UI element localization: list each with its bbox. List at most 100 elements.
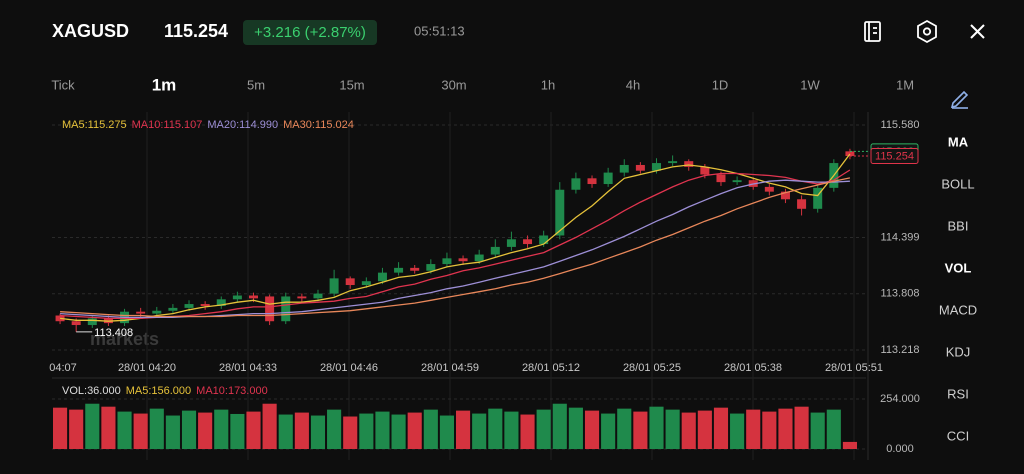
candle-body: [168, 307, 178, 311]
volume-bar: [536, 409, 551, 449]
volume-bar: [504, 411, 519, 449]
volume-bar: [198, 412, 213, 449]
candle-body: [506, 239, 516, 247]
legend-entry: MA10:115.107: [132, 119, 203, 131]
volume-bar: [456, 410, 471, 449]
y-tick-label: 113.808: [881, 288, 920, 300]
timeframe-tab[interactable]: Tick: [51, 77, 75, 92]
timeframe-tab[interactable]: 1h: [541, 77, 555, 92]
candle-body: [152, 310, 162, 314]
change-badge: [243, 20, 377, 45]
candle-body: [635, 164, 645, 171]
timeframe-tab[interactable]: 5m: [247, 77, 265, 92]
timeframe-tab[interactable]: 1W: [800, 77, 820, 92]
time: 05:51:13: [414, 23, 465, 38]
volume-bar: [310, 415, 326, 449]
price: 115.254: [164, 21, 228, 41]
candle-body: [345, 278, 355, 286]
candle-body: [539, 235, 549, 245]
volume-bar: [826, 409, 841, 449]
volume-bar: [327, 409, 342, 449]
candle-body: [490, 246, 500, 255]
candle-body: [684, 161, 694, 167]
candle-body: [797, 199, 807, 209]
volume-bar: [746, 409, 761, 449]
candle-body: [361, 281, 371, 286]
candle-body: [442, 258, 452, 265]
indicator-tab[interactable]: RSI: [947, 386, 969, 401]
volume-bar: [520, 414, 535, 449]
candle-body: [764, 186, 774, 192]
volume-bar: [262, 403, 277, 449]
candle-body: [523, 239, 533, 245]
y-tick-label: 115.580: [881, 119, 920, 131]
candle-body: [716, 174, 726, 183]
volume-bar: [762, 411, 777, 449]
x-tick-label: 28/01 04:59: [421, 362, 479, 374]
indicator-tab[interactable]: MA: [948, 134, 969, 149]
watermark: markets: [90, 329, 159, 349]
volume-bar: [633, 411, 648, 449]
volume-bar: [552, 403, 567, 449]
change: +3.216 (+2.87%): [254, 24, 366, 41]
candle-body: [265, 296, 275, 322]
ma-line: [60, 169, 851, 320]
volume-bar: [488, 408, 503, 449]
volume-bar: [391, 414, 406, 449]
volume-bar: [810, 412, 825, 449]
legend-entry: MA5:115.275: [62, 119, 127, 131]
candle-body: [394, 267, 404, 273]
volume-bar: [246, 411, 261, 449]
candle-body: [619, 164, 629, 173]
volume-bar: [601, 413, 616, 449]
volume-bar: [165, 415, 180, 449]
timeframe-tab[interactable]: 1D: [712, 77, 729, 92]
x-tick-label: 28/01 04:46: [320, 362, 378, 374]
timeframe-tab[interactable]: 1m: [152, 75, 177, 94]
annotation-label: 113.408: [94, 327, 133, 339]
volume-bar: [778, 408, 793, 449]
candle-body: [426, 264, 436, 271]
y-tick-label: 113.218: [881, 344, 920, 356]
indicator-tab[interactable]: BBI: [948, 218, 969, 233]
volume-bar: [794, 406, 809, 449]
candle-body: [297, 296, 307, 299]
indicator-tab[interactable]: CCI: [947, 428, 969, 443]
candle-body: [732, 180, 742, 183]
volume-bar: [568, 407, 583, 449]
draw-icon[interactable]: [950, 90, 969, 109]
candle-body: [136, 311, 146, 314]
y-tick-label: 114.399: [881, 231, 920, 243]
y-tick-label: 0.000: [886, 443, 914, 455]
timeframe-tab[interactable]: 15m: [339, 77, 364, 92]
indicator-tab[interactable]: KDJ: [946, 344, 971, 359]
volume-bar: [359, 413, 374, 449]
volume-bar: [697, 410, 712, 449]
indicator-tab[interactable]: MACD: [939, 302, 977, 317]
volume-bar: [133, 413, 148, 449]
timeframe-tab[interactable]: 1M: [896, 77, 914, 92]
candle-body: [216, 299, 226, 306]
candle-body: [71, 321, 81, 326]
indicator-tab[interactable]: BOLL: [941, 176, 974, 191]
volume-bar: [214, 409, 229, 449]
volume-bar: [649, 406, 664, 449]
timeframe-tab[interactable]: 30m: [441, 77, 466, 92]
book-icon[interactable]: [864, 21, 881, 42]
candle-body: [313, 293, 323, 299]
x-tick-label: 28/01 04:20: [118, 362, 176, 374]
candle-body: [410, 267, 420, 271]
candle-body: [232, 295, 242, 300]
close-icon[interactable]: [970, 24, 985, 39]
x-tick-label: 28/01 05:51: [825, 362, 883, 374]
indicator-tab[interactable]: VOL: [945, 260, 972, 275]
volume-bar: [584, 410, 600, 449]
volume-bar: [730, 413, 745, 449]
settings-icon[interactable]: [917, 19, 937, 44]
volume-bar: [423, 409, 438, 449]
volume-bar: [149, 408, 164, 449]
candle-body: [603, 172, 613, 185]
timeframe-tab[interactable]: 4h: [626, 77, 640, 92]
